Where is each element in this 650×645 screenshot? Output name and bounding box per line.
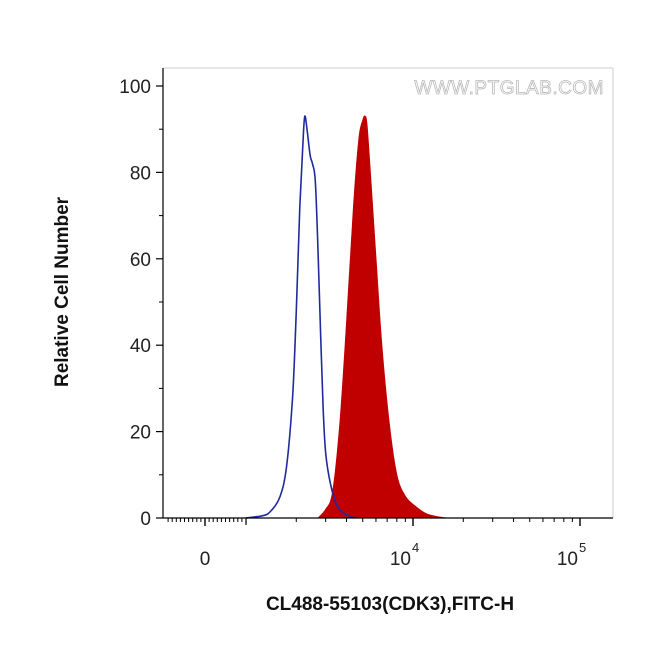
y-tick-label: 0: [140, 509, 151, 530]
x-axis-title: CL488-55103(CDK3),FITC-H: [266, 594, 514, 615]
y-tick-label: 60: [130, 250, 151, 271]
y-tick-label: 100: [119, 77, 151, 98]
x-tick-label: 10: [390, 549, 411, 570]
watermark-text: WWW.PTGLAB.COM: [414, 78, 604, 99]
histogram-outline-series: [245, 115, 356, 519]
y-tick-label: 80: [130, 163, 151, 184]
plot-area: [245, 115, 448, 519]
histogram-filled-series: [316, 115, 448, 519]
x-tick-exponent: 4: [412, 540, 419, 555]
y-axis-title: Relative Cell Number: [52, 196, 73, 387]
x-tick-exponent: 5: [579, 540, 586, 555]
x-tick-label: 10: [557, 549, 578, 570]
y-tick-label: 20: [130, 423, 151, 444]
y-tick-label: 40: [130, 336, 151, 357]
x-tick-label: 0: [200, 549, 211, 570]
